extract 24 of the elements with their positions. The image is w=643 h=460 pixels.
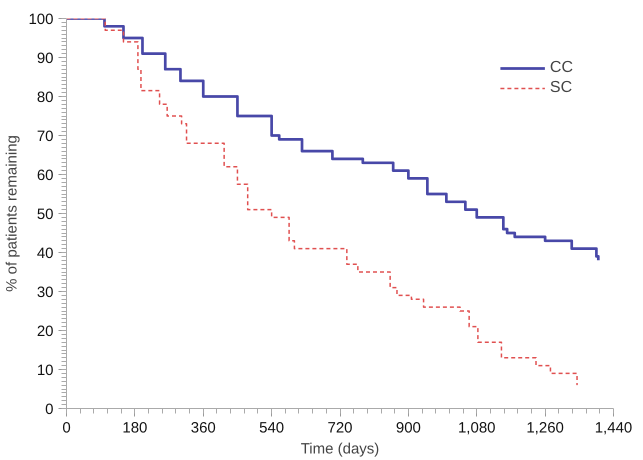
x-tick-label: 0 [62,420,71,436]
y-tick-label: 80 [36,89,54,106]
y-tick-label: 50 [36,206,54,223]
y-tick-label: 60 [36,167,54,184]
x-tick-label: 360 [190,420,216,436]
y-tick-label: 70 [36,128,54,145]
legend-label: SC [550,79,572,97]
x-tick-label: 1,080 [458,420,496,436]
y-tick-label: 20 [36,323,54,340]
x-axis-title: Time (days) [300,440,380,458]
y-tick-label: 30 [36,284,54,301]
x-tick-label: 1,260 [526,420,564,436]
y-tick-label: 100 [28,11,54,28]
y-tick-label: 40 [36,245,54,262]
x-tick-label: 900 [396,420,421,436]
y-tick-label: 0 [45,401,54,418]
y-axis-title: % of patients remaining [3,135,20,292]
y-tick-label: 90 [36,50,54,67]
x-tick-label: 720 [327,420,353,436]
x-tick-label: 180 [122,420,148,436]
x-tick-label: 540 [259,420,284,436]
legend-label: CC [550,59,573,77]
y-tick-label: 10 [36,362,54,379]
x-tick-label: 1,440 [594,420,632,436]
